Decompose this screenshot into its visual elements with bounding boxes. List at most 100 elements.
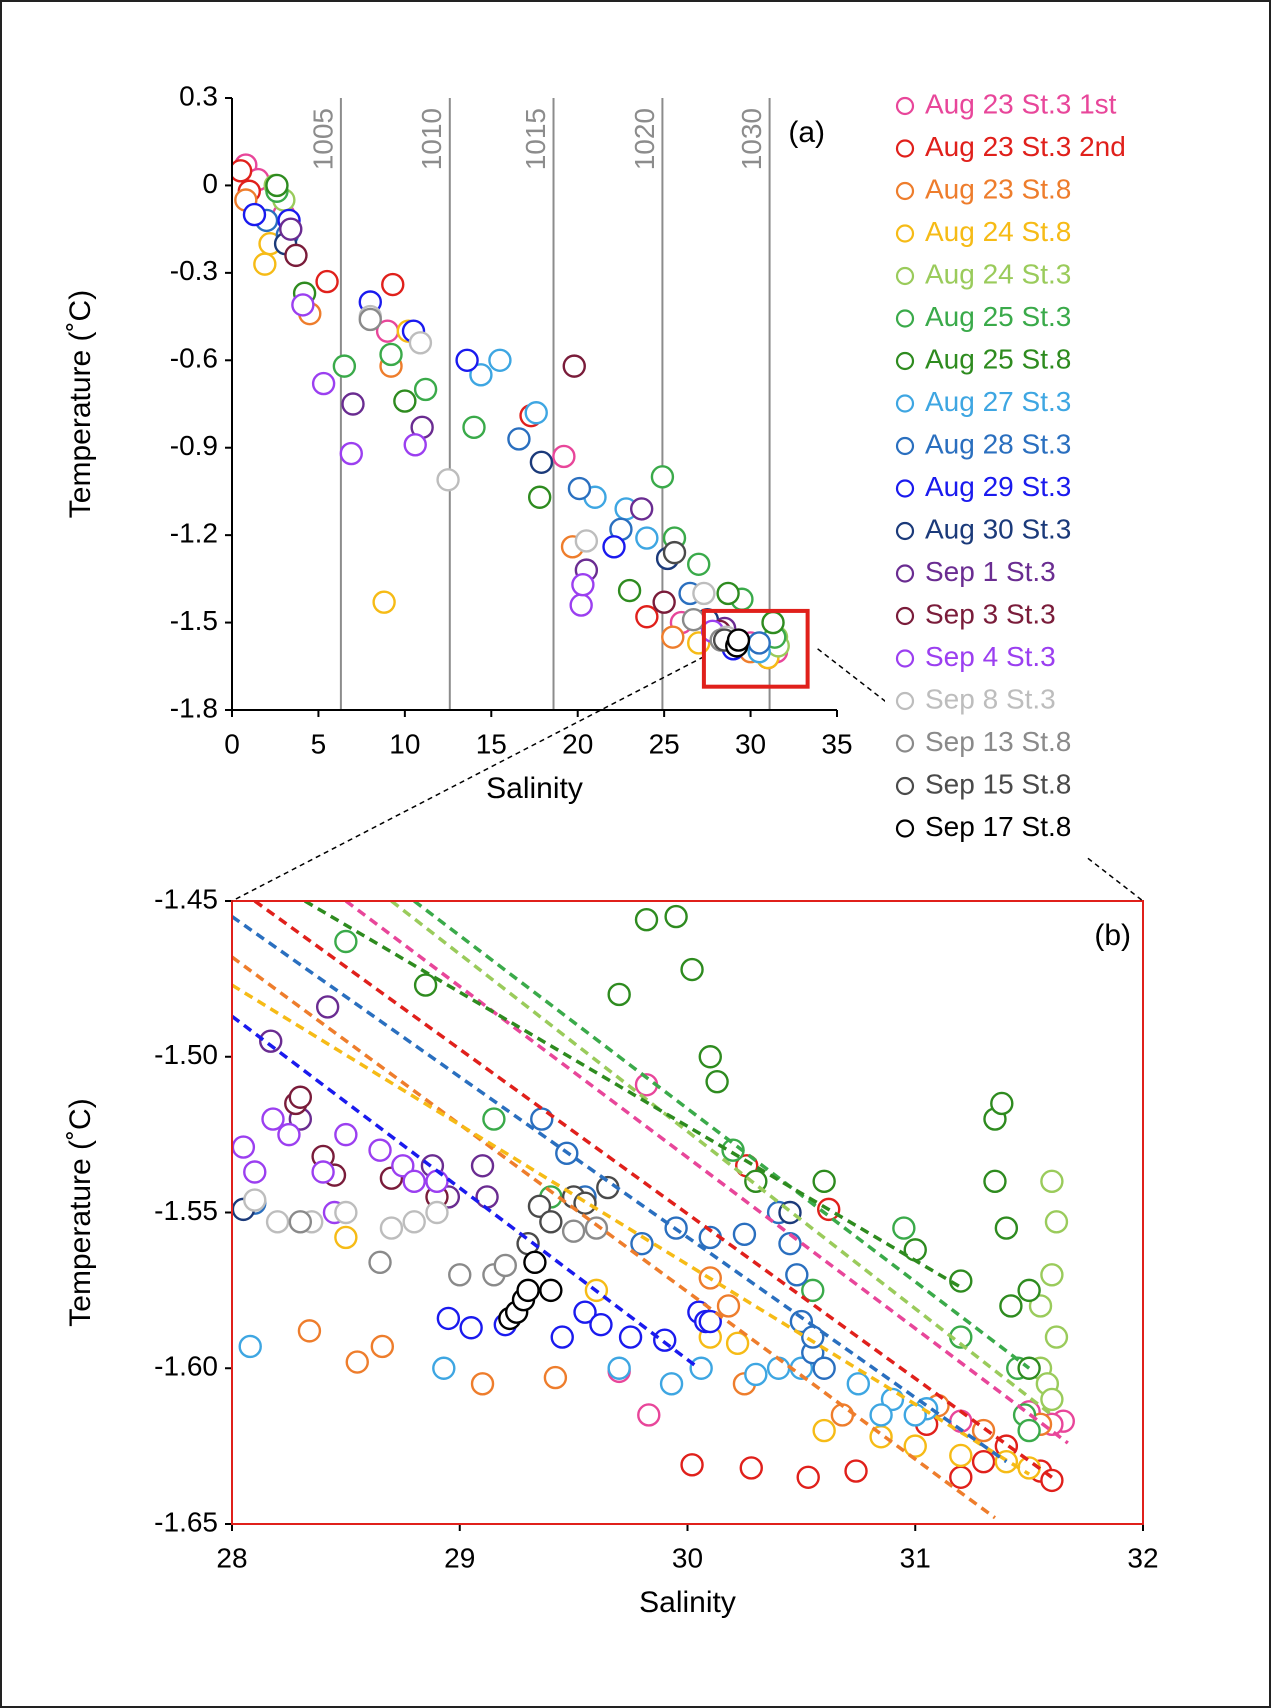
data-point [607, 1356, 631, 1380]
legend-label: Aug 24 St.8 [925, 216, 1071, 247]
data-point [1040, 1169, 1064, 1194]
data-point [584, 1216, 609, 1240]
data-point [403, 433, 427, 457]
data-point [242, 202, 267, 227]
legend-marker [895, 181, 915, 201]
zoom-connector [231, 656, 705, 902]
data-point [1040, 1387, 1064, 1412]
data-point [692, 581, 716, 606]
legend-label: Aug 29 St.3 [925, 471, 1071, 502]
legend-marker [895, 691, 915, 711]
data-point [334, 1122, 358, 1147]
data-point [785, 1263, 809, 1287]
data-point [315, 995, 340, 1019]
data-point [846, 1372, 871, 1396]
data-point [482, 1107, 506, 1131]
data-point [523, 1250, 547, 1275]
data-point [232, 159, 253, 183]
data-point [949, 1465, 973, 1489]
data-point [265, 1210, 290, 1234]
legend-background [885, 84, 1245, 857]
data-point [1044, 1325, 1069, 1349]
data-point [1017, 1278, 1041, 1303]
data-point [539, 1278, 563, 1303]
x-tick-label: 10 [389, 728, 420, 759]
data-point [507, 427, 531, 451]
data-point [469, 363, 493, 387]
data-point [661, 625, 685, 649]
legend-label: Sep 3 St.3 [925, 598, 1056, 629]
legend-label: Aug 23 St.3 1st [925, 88, 1117, 119]
data-point [801, 1278, 825, 1303]
data-point [543, 1365, 568, 1390]
data-point [687, 552, 711, 576]
x-tick-label: 35 [821, 728, 852, 759]
legend-marker [895, 479, 915, 498]
data-point [393, 389, 417, 413]
isopycnal-label: 1020 [629, 108, 660, 170]
data-point [284, 243, 308, 268]
data-point [635, 526, 659, 550]
data-point [571, 572, 595, 597]
data-point [332, 354, 357, 378]
data-point [903, 1403, 927, 1427]
data-point [744, 1362, 768, 1387]
legend-marker [895, 436, 915, 456]
data-point [634, 907, 659, 932]
data-point [238, 1334, 262, 1359]
data-point [796, 1465, 820, 1489]
x-tick-label: 20 [562, 728, 593, 759]
data-point [999, 1294, 1023, 1318]
data-point [408, 331, 433, 355]
data-point [277, 1122, 301, 1147]
data-point [265, 173, 289, 198]
plot-area [232, 153, 790, 670]
x-tick-label: 29 [444, 1542, 475, 1573]
data-point [561, 1219, 586, 1243]
data-point [425, 1200, 449, 1225]
data-point [698, 1309, 722, 1334]
data-point [243, 1188, 267, 1212]
data-point [652, 590, 676, 614]
data-point [705, 1069, 729, 1094]
data-point [358, 307, 382, 332]
legend-label: Sep 15 St.8 [925, 768, 1071, 799]
legend-label: Aug 23 St.8 [925, 173, 1071, 204]
fit-line [232, 915, 1008, 1464]
x-tick-label: 30 [735, 728, 766, 759]
data-point [812, 1169, 836, 1194]
data-point [368, 1138, 392, 1162]
data-point [261, 1107, 285, 1131]
x-tick-label: 25 [649, 728, 680, 759]
data-point [243, 1160, 267, 1184]
fit-line [232, 1014, 700, 1370]
data-point [259, 1029, 283, 1053]
data-point [1028, 1294, 1053, 1318]
data-point [949, 1443, 973, 1468]
y-tick-label: -1.65 [154, 1506, 218, 1537]
legend-marker [895, 776, 915, 796]
legend-label: Sep 1 St.3 [925, 556, 1056, 587]
x-tick-label: 32 [1127, 1542, 1158, 1573]
y-tick-label: -1.5 [170, 605, 218, 636]
data-point [448, 1263, 472, 1287]
y-axis-label: Temperature (˚C) [64, 290, 97, 518]
legend-label: Aug 23 St.3 2nd [925, 131, 1126, 162]
legend-marker [895, 819, 915, 838]
legend-marker [895, 309, 915, 328]
y-tick-label: 0 [202, 168, 218, 199]
data-point [1017, 1418, 1041, 1443]
data-point [562, 354, 586, 378]
legend-marker [895, 266, 915, 286]
data-point [1040, 1263, 1064, 1287]
data-point [470, 1154, 495, 1178]
legend-label: Sep 4 St.3 [925, 641, 1056, 672]
panel-frame [231, 900, 1144, 1525]
legend-label: Sep 17 St.8 [925, 811, 1071, 842]
legend-marker [895, 351, 915, 371]
data-point [869, 1403, 893, 1427]
y-tick-label: -1.50 [154, 1039, 218, 1070]
data-point [607, 982, 631, 1007]
data-point [1044, 1210, 1069, 1234]
legend-label: Aug 25 St.8 [925, 343, 1071, 374]
